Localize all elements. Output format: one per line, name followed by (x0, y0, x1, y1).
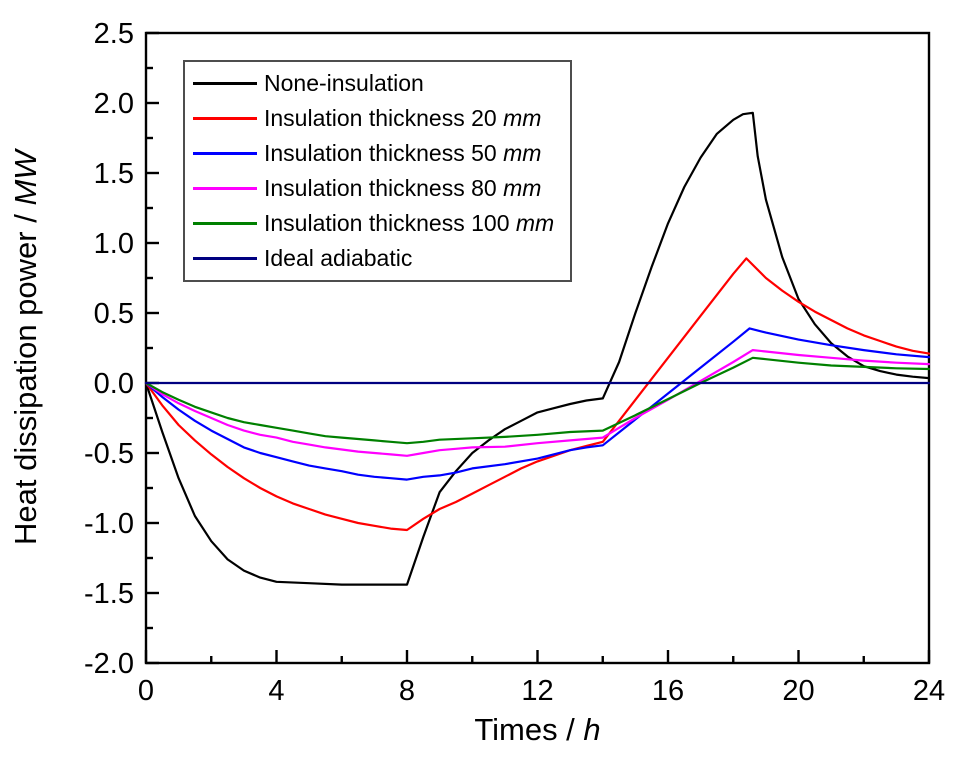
legend-swatch (193, 152, 257, 156)
y-axis-title: Heat dissipation power / MW (2, 33, 50, 663)
series-line-insulation-thickness-50-mm (144, 327, 931, 481)
legend-item-5: Ideal adiabatic (193, 241, 570, 275)
legend-label: None-insulation (264, 70, 424, 97)
legend-label: Insulation thickness 80 mm (264, 174, 542, 201)
legend-item-1: Insulation thickness 20 mm (193, 102, 570, 136)
x-axis-title-unit: h (583, 712, 601, 747)
legend-label: Insulation thickness 20 mm (264, 105, 542, 132)
x-tick-label: 8 (399, 675, 415, 707)
x-tick-label: 20 (782, 675, 814, 707)
x-axis-title-text: Times / (474, 712, 584, 747)
series-line-insulation-thickness-80-mm (144, 349, 931, 457)
y-tick-label: 2.5 (94, 18, 134, 50)
legend-item-3: Insulation thickness 80 mm (193, 171, 570, 205)
legend-label-unit: mm (503, 140, 542, 167)
y-tick-label: -0.5 (84, 438, 134, 470)
x-tick-label: 16 (652, 675, 684, 707)
y-axis-title-text: Heat dissipation power / (8, 205, 43, 546)
y-tick-label: 0.5 (94, 298, 134, 330)
legend-item-4: Insulation thickness 100 mm (193, 206, 570, 240)
series-line-insulation-thickness-20-mm (144, 257, 931, 532)
legend-swatch (193, 221, 257, 225)
series-line-none-insulation (144, 111, 931, 586)
x-tick-label: 12 (521, 675, 553, 707)
x-axis-title: Times / h (146, 712, 929, 748)
y-axis-title-unit: MW (8, 150, 43, 206)
legend-label: Insulation thickness 50 mm (264, 140, 542, 167)
y-tick-label: 0.0 (94, 368, 134, 400)
y-tick-label: 1.0 (94, 228, 134, 260)
y-tick-label: -1.0 (84, 508, 134, 540)
legend-label: Insulation thickness 100 mm (264, 209, 555, 236)
legend-swatch (193, 117, 257, 121)
legend-item-0: None-insulation (193, 67, 570, 101)
legend-swatch (193, 256, 257, 260)
y-tick-label: 1.5 (94, 158, 134, 190)
legend-label: Ideal adiabatic (264, 244, 413, 271)
series-line-insulation-thickness-100-mm (144, 356, 931, 445)
legend-swatch (193, 186, 257, 190)
legend-label-unit: mm (515, 209, 555, 236)
legend-swatch (193, 82, 257, 86)
legend-label-unit: mm (503, 105, 542, 132)
y-tick-label: -2.0 (84, 648, 134, 680)
y-tick-label: -1.5 (84, 578, 134, 610)
legend: None-insulation Insulation thickness 20 m… (183, 60, 572, 282)
legend-item-2: Insulation thickness 50 mm (193, 137, 570, 171)
legend-label-unit: mm (503, 174, 542, 201)
y-tick-label: 2.0 (94, 88, 134, 120)
x-tick-label: 24 (913, 675, 945, 707)
x-tick-label: 4 (268, 675, 284, 707)
x-tick-label: 0 (138, 675, 154, 707)
